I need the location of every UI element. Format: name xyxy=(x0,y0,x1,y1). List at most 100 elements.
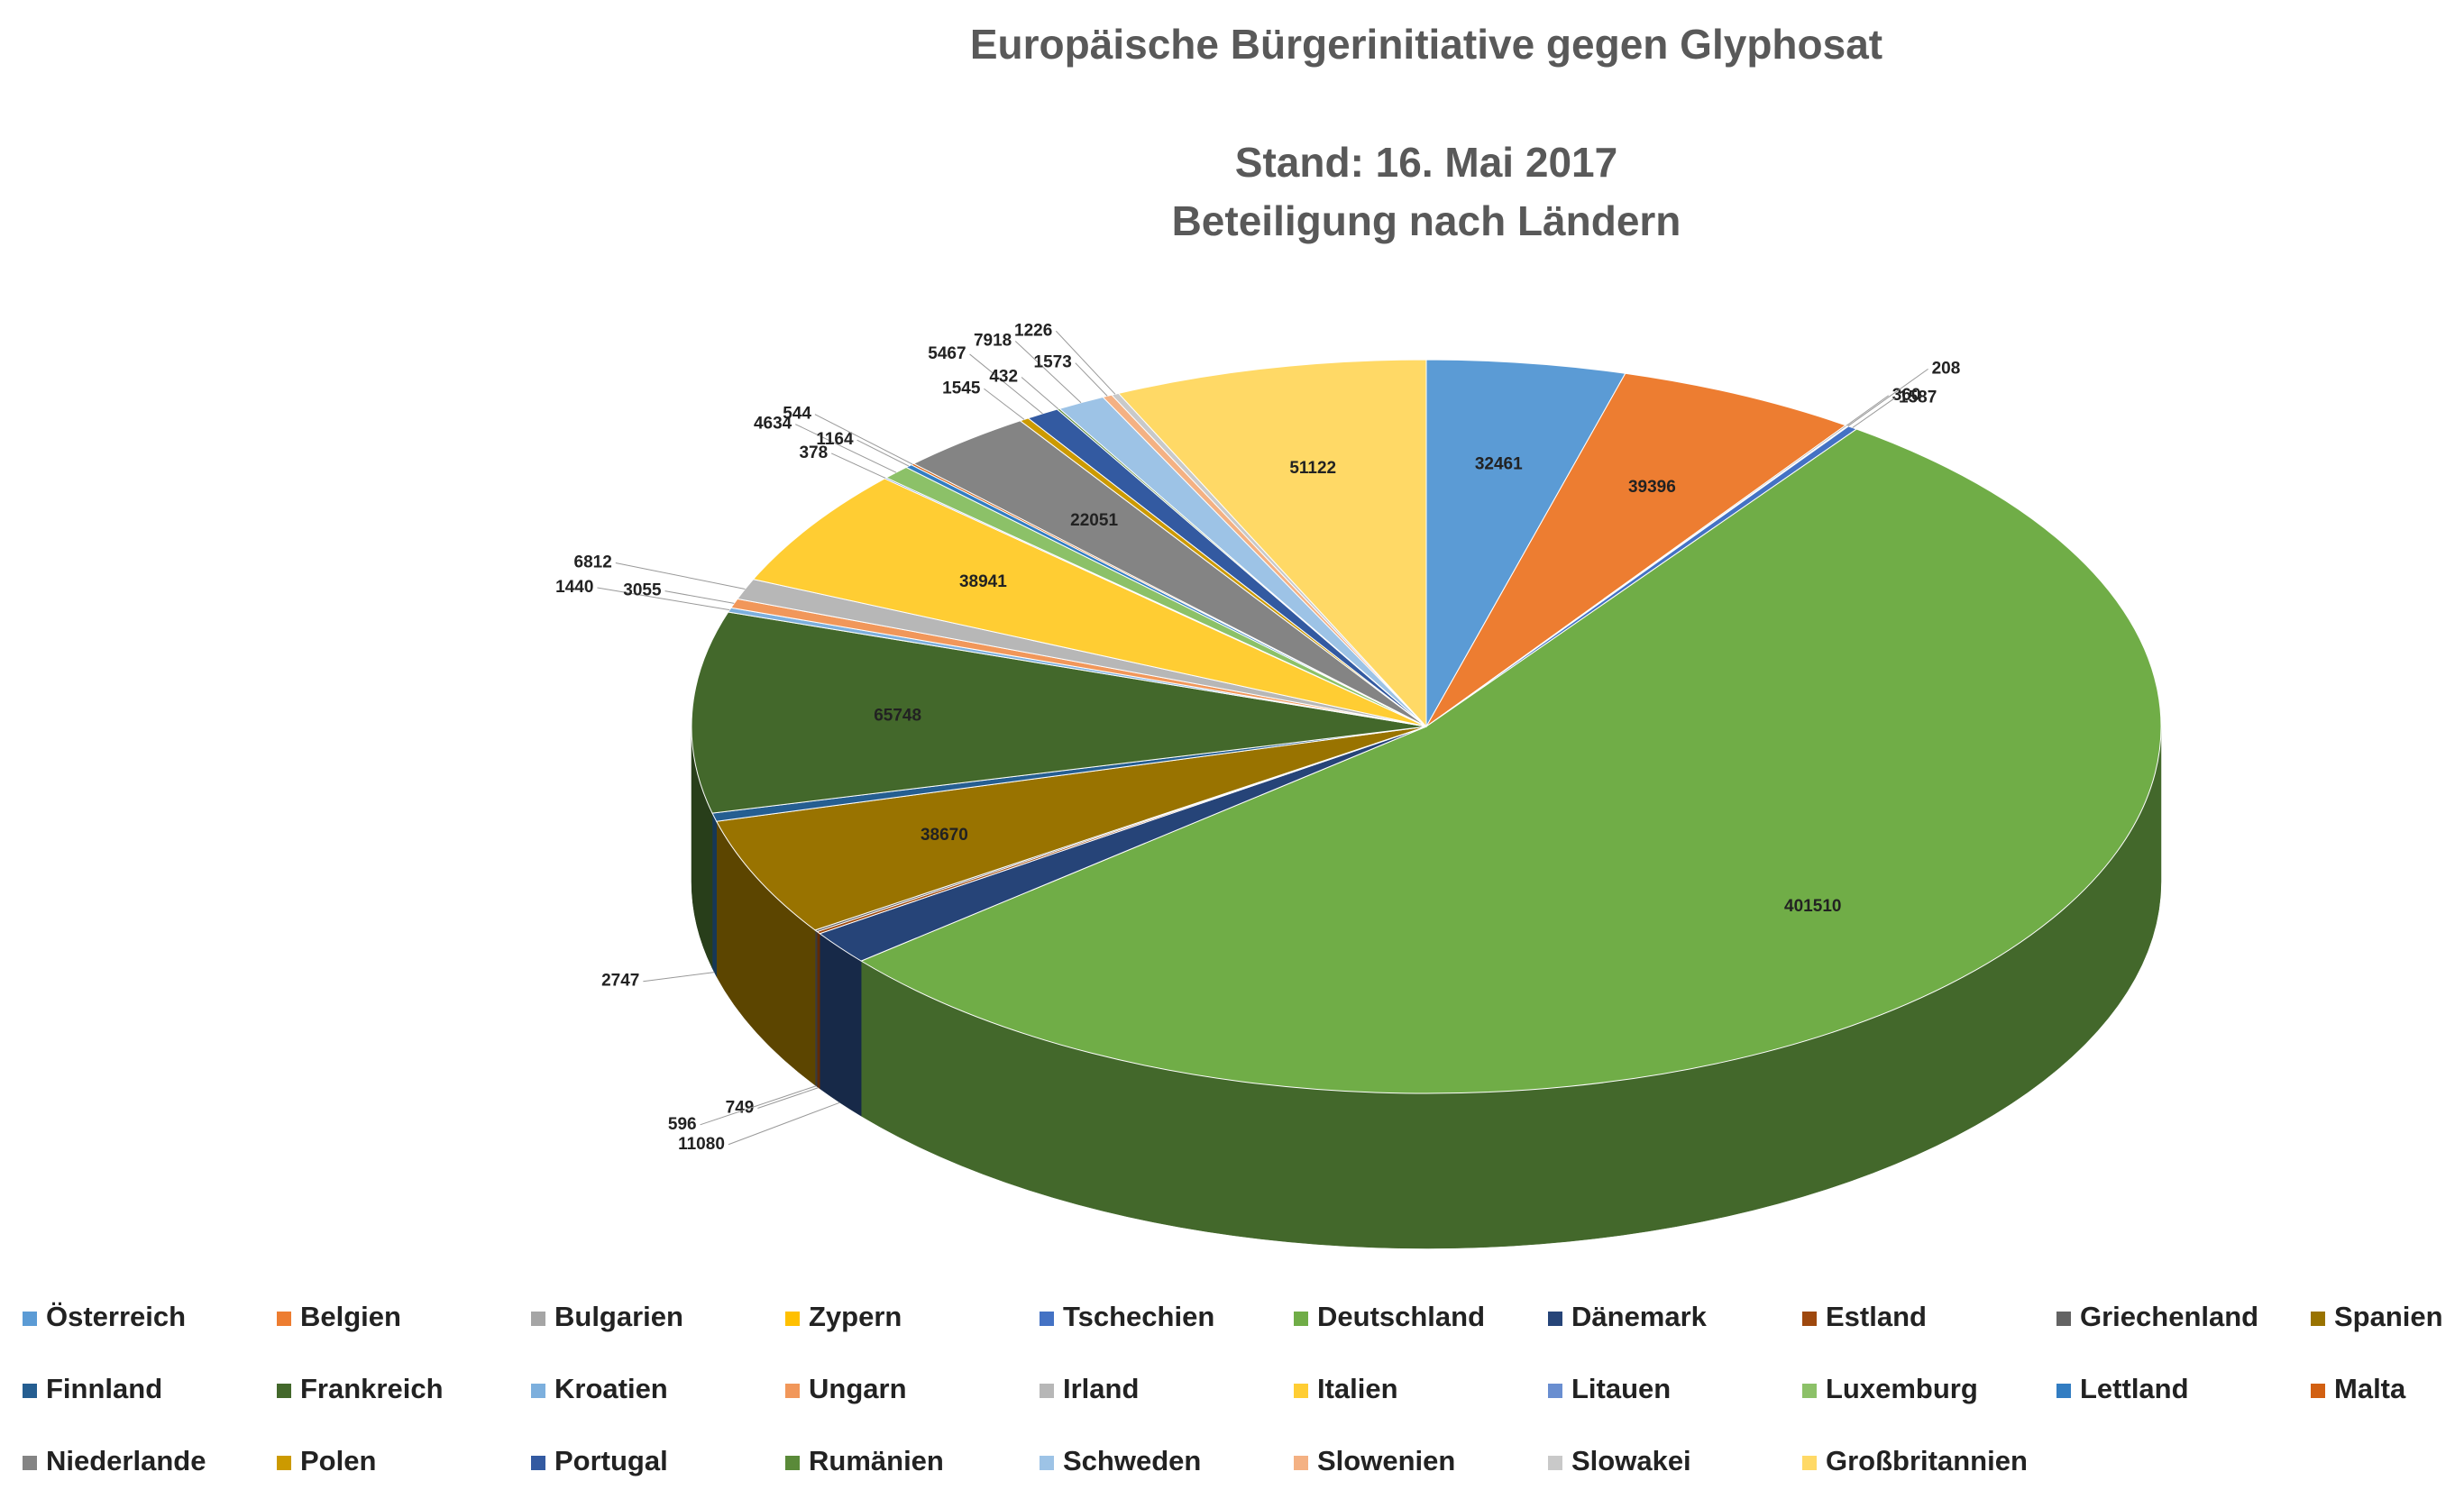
data-label: 22051 xyxy=(1070,511,1118,530)
legend: Österreich Belgien Bulgarien Zypern Tschechi… xyxy=(23,1301,2443,1476)
slice xyxy=(860,428,2162,1094)
leader-line xyxy=(643,972,715,983)
legend-label: Irland xyxy=(1063,1373,1139,1404)
leader-line xyxy=(984,388,1025,420)
data-label: 2747 xyxy=(601,972,639,991)
legend-swatch xyxy=(1294,1384,1308,1398)
slice xyxy=(1425,372,1847,727)
data-label: 1573 xyxy=(1034,353,1072,372)
legend-label: Litauen xyxy=(1571,1373,1671,1404)
legend-label: Spanien xyxy=(2334,1301,2443,1332)
leader-line xyxy=(757,1087,819,1109)
legend-label: Estland xyxy=(1826,1301,1927,1332)
legend-swatch xyxy=(1294,1456,1308,1470)
legend-label: Ungarn xyxy=(809,1373,907,1404)
data-label: 11080 xyxy=(678,1135,725,1154)
legend-label: Slowenien xyxy=(1317,1445,1455,1476)
data-label: 1226 xyxy=(1014,321,1052,340)
legend-swatch xyxy=(23,1384,37,1398)
data-label: 39396 xyxy=(1628,478,1676,497)
slice-side xyxy=(814,929,818,1088)
legend-swatch xyxy=(1802,1384,1817,1398)
data-label: 401510 xyxy=(1784,897,1841,916)
legend-label: Belgien xyxy=(300,1301,401,1332)
data-label: 1587 xyxy=(1899,388,1937,407)
pie-tops xyxy=(691,359,2162,1094)
legend-swatch xyxy=(1802,1312,1817,1326)
data-label: 544 xyxy=(783,405,811,424)
legend-swatch xyxy=(1548,1456,1562,1470)
legend-swatch xyxy=(1040,1384,1054,1398)
legend-label: Niederlande xyxy=(46,1445,206,1476)
leader-line xyxy=(1075,362,1108,397)
legend-swatch xyxy=(785,1312,800,1326)
data-label: 208 xyxy=(1932,359,1961,378)
legend-swatch xyxy=(23,1312,37,1326)
data-label: 432 xyxy=(989,367,1018,386)
legend-label: Slowakei xyxy=(1571,1445,1691,1476)
data-label: 1440 xyxy=(555,578,593,597)
legend-label: Kroatien xyxy=(554,1373,668,1404)
legend-label: Griechenland xyxy=(2080,1301,2258,1332)
data-label: 1164 xyxy=(816,430,854,449)
chart-subtitle: Stand: 16. Mai 2017 xyxy=(1235,139,1617,186)
data-label: 32461 xyxy=(1475,455,1523,474)
leader-line xyxy=(664,590,735,604)
leader-line xyxy=(969,353,1043,415)
leader-line xyxy=(728,1102,840,1146)
legend-label: Bulgarien xyxy=(554,1301,683,1332)
data-label: 4634 xyxy=(754,415,792,434)
leader-line xyxy=(700,1085,817,1126)
data-label: 65748 xyxy=(874,706,921,725)
legend-swatch xyxy=(2056,1384,2071,1398)
data-label: 3055 xyxy=(623,581,662,600)
slice xyxy=(1117,359,1427,728)
leader-line xyxy=(615,562,746,590)
legend-label: Lettland xyxy=(2080,1373,2189,1404)
data-label: 38670 xyxy=(921,826,968,845)
legend-swatch xyxy=(277,1384,291,1398)
legend-label: Malta xyxy=(2334,1373,2406,1404)
slice xyxy=(752,478,1427,727)
legend-label: Luxemburg xyxy=(1826,1373,1978,1404)
legend-swatch xyxy=(23,1456,37,1470)
data-label: 1545 xyxy=(942,379,981,398)
chart-subtitle: Beteiligung nach Ländern xyxy=(1172,197,1681,244)
legend-label: Italien xyxy=(1317,1373,1398,1404)
leader-line xyxy=(1021,377,1059,410)
legend-label: Rumänien xyxy=(809,1445,944,1476)
leader-line xyxy=(795,424,897,473)
data-label: 7918 xyxy=(974,331,1012,350)
leader-line xyxy=(1847,368,1928,427)
data-label: 360 xyxy=(1892,386,1921,405)
slice xyxy=(691,611,1427,814)
slice xyxy=(1425,359,1626,728)
legend-label: Finnland xyxy=(46,1373,162,1404)
leader-line xyxy=(814,414,913,465)
legend-swatch xyxy=(1548,1384,1562,1398)
pie-walls xyxy=(691,726,2162,1249)
legend-swatch xyxy=(1294,1312,1308,1326)
legend-swatch xyxy=(1548,1312,1562,1326)
legend-label: Deutschland xyxy=(1317,1301,1485,1332)
legend-label: Dänemark xyxy=(1571,1301,1708,1332)
legend-swatch xyxy=(1040,1456,1054,1470)
legend-swatch xyxy=(277,1456,291,1470)
legend-swatch xyxy=(531,1456,545,1470)
slice xyxy=(715,726,1427,931)
data-label: 5467 xyxy=(928,344,966,363)
legend-swatch xyxy=(2056,1312,2071,1326)
data-label: 51122 xyxy=(1289,459,1336,478)
legend-swatch xyxy=(531,1384,545,1398)
leader-line xyxy=(1846,395,1890,426)
chart-title: Europäische Bürgerinitiative gegen Glyph… xyxy=(970,21,1882,68)
slice-side xyxy=(819,933,862,1117)
legend-swatch xyxy=(2311,1384,2325,1398)
legend-swatch xyxy=(1040,1312,1054,1326)
leader-line xyxy=(856,439,910,467)
legend-label: Portugal xyxy=(554,1445,668,1476)
legend-label: Polen xyxy=(300,1445,376,1476)
data-label: 378 xyxy=(799,443,828,462)
